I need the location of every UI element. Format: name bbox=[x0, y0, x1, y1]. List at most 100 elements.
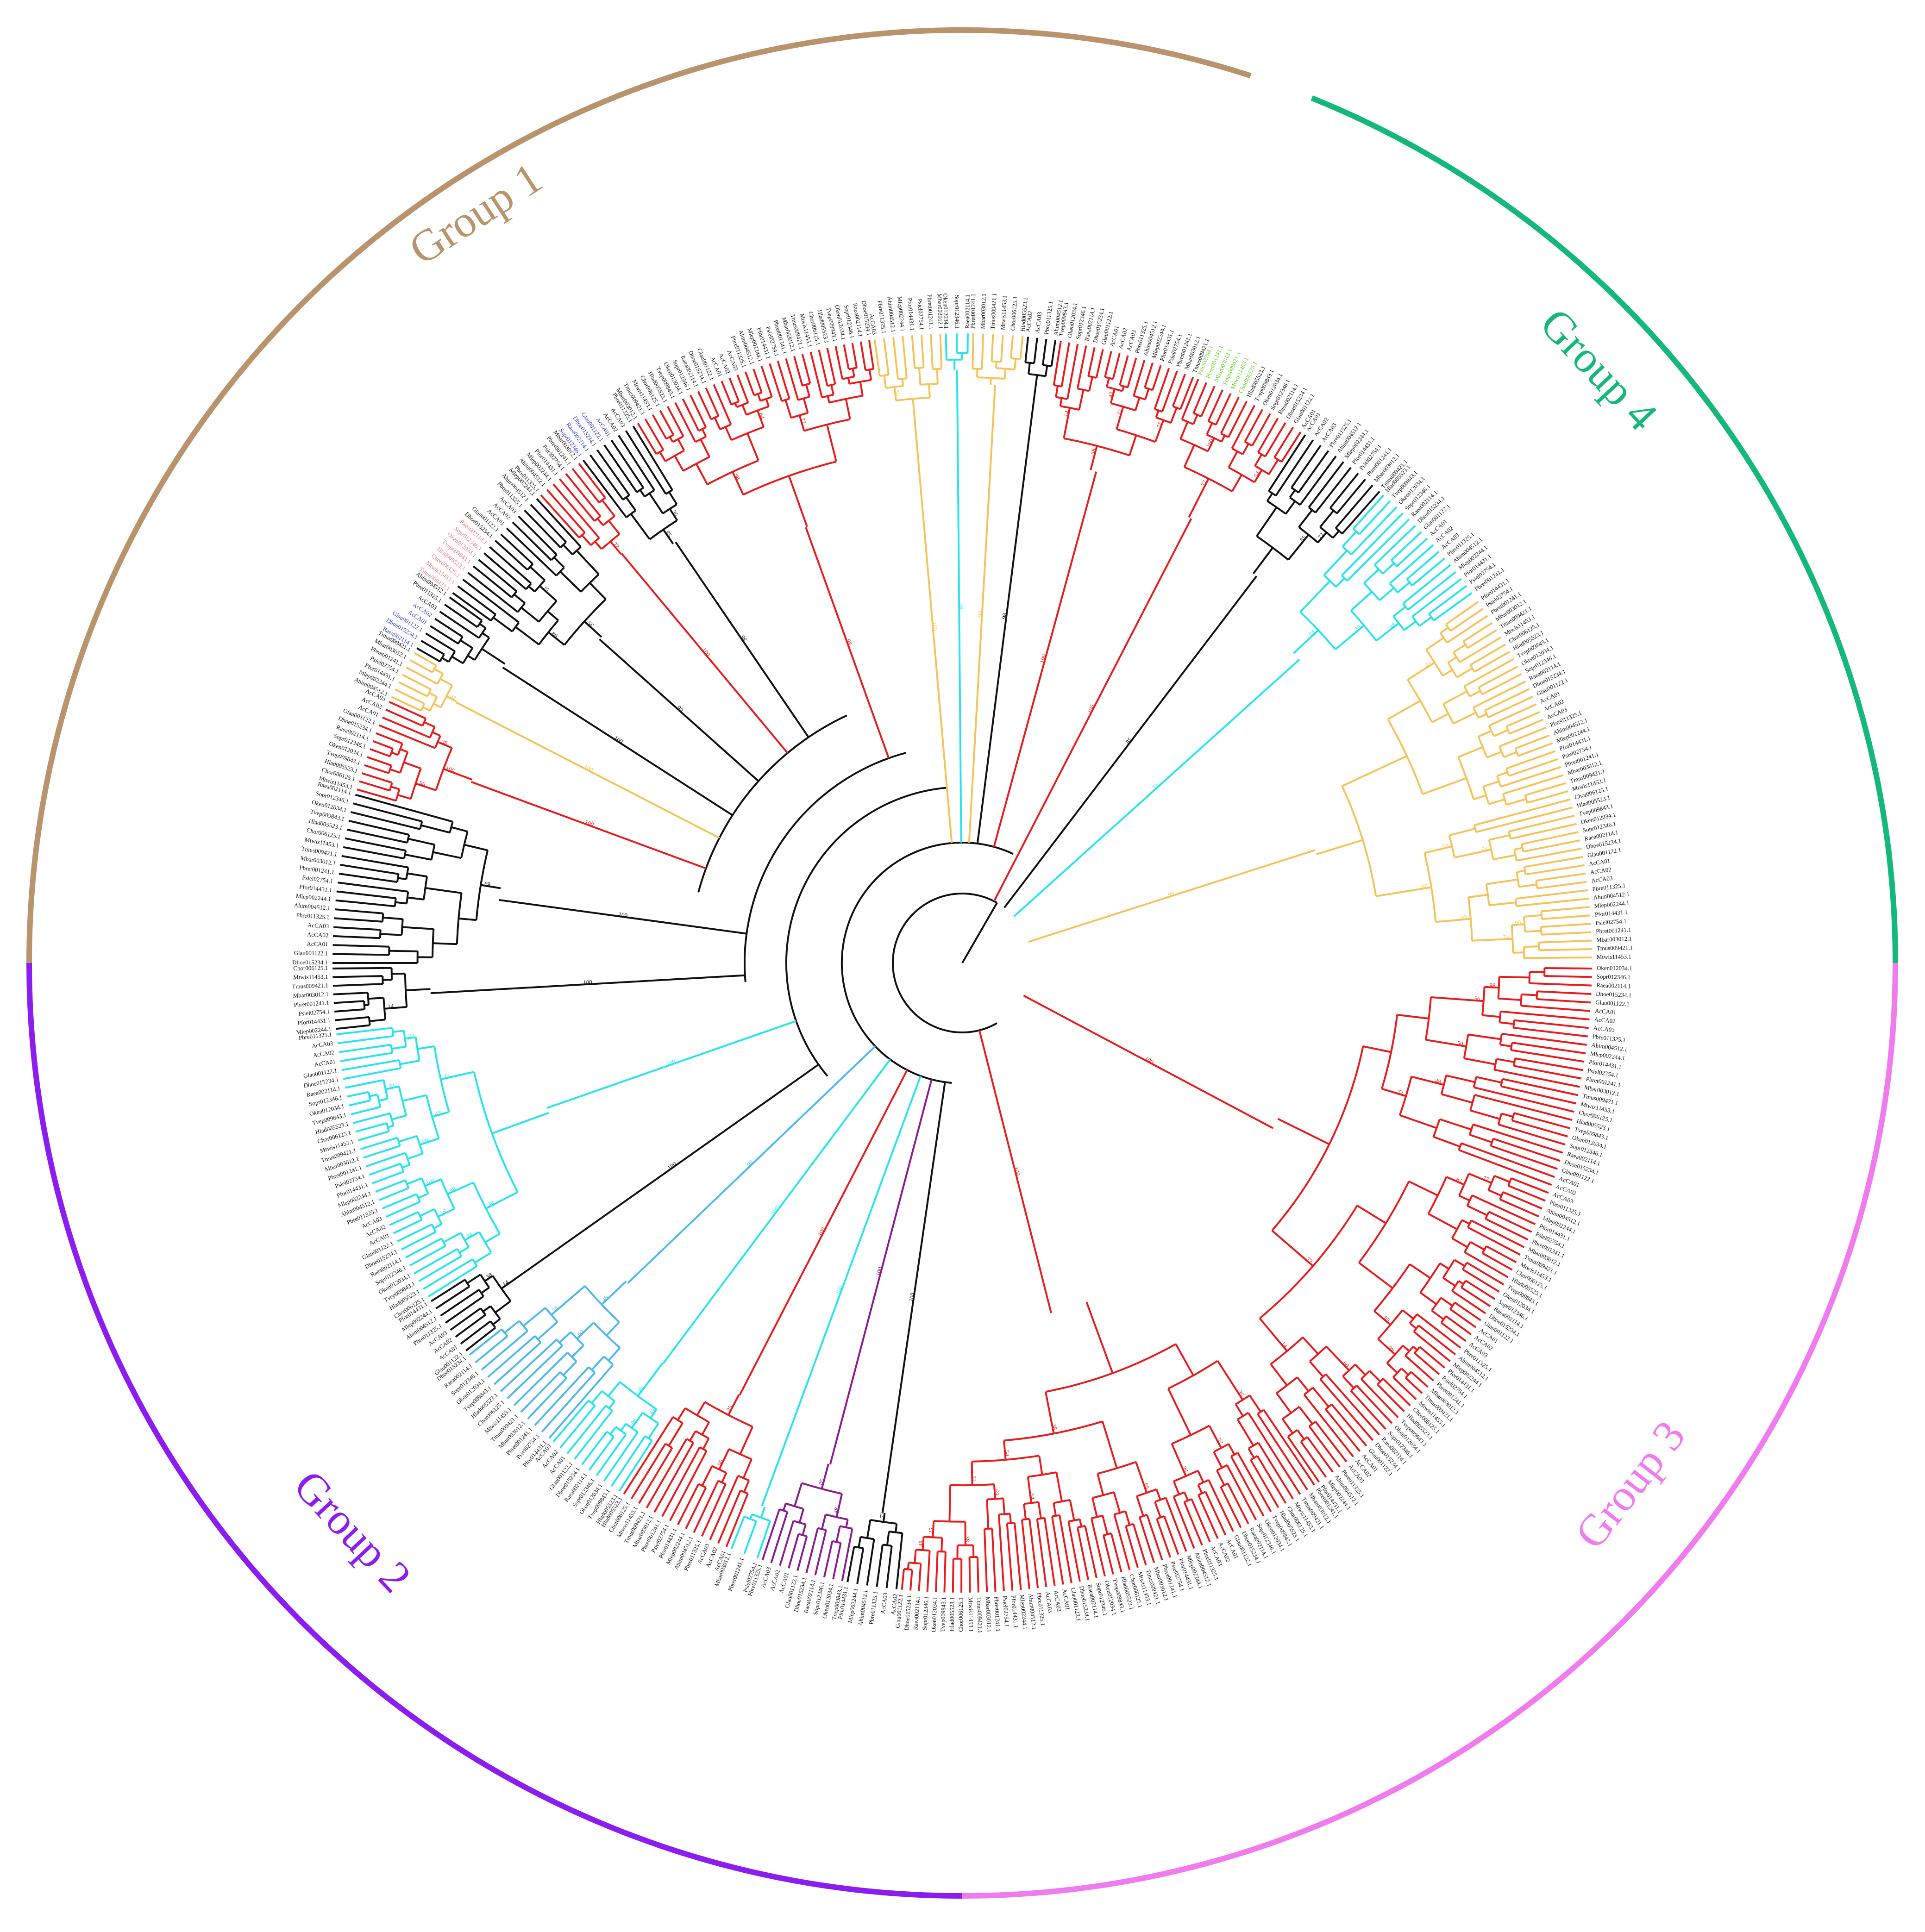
leaf-branch bbox=[1274, 427, 1293, 457]
internal-branch bbox=[1271, 1364, 1287, 1386]
internal-branch bbox=[1398, 582, 1410, 593]
internal-branch bbox=[1499, 977, 1530, 978]
support-value: 100 bbox=[425, 1176, 436, 1186]
leaf-branch bbox=[1128, 358, 1136, 388]
internal-branch bbox=[1207, 423, 1212, 435]
internal-branch bbox=[919, 368, 921, 385]
leaf-branch bbox=[1441, 1323, 1466, 1341]
internal-branch bbox=[1499, 1022, 1514, 1024]
leaf-label: Pbret001241.1 bbox=[727, 1557, 745, 1592]
leaf-branch bbox=[1494, 1070, 1580, 1087]
leaf-branch bbox=[1330, 473, 1358, 508]
internal-branch bbox=[860, 382, 863, 396]
leaf-label: Pbre011325.1 bbox=[296, 911, 330, 920]
leaf-branch bbox=[1450, 609, 1483, 631]
internal-branch bbox=[1290, 490, 1295, 498]
internal-branch bbox=[404, 763, 421, 769]
leaf-label: Mtwis11453.1 bbox=[999, 295, 1008, 330]
leaf-branch bbox=[944, 1552, 946, 1593]
internal-branch bbox=[1525, 931, 1541, 932]
internal-branch bbox=[597, 519, 603, 525]
internal-branch bbox=[1125, 1511, 1129, 1525]
internal-branch bbox=[1494, 730, 1508, 736]
leaf-label: AcCA02 bbox=[1053, 1590, 1063, 1612]
leaf-label: AcCA02 bbox=[313, 1049, 335, 1058]
internal-branch bbox=[1056, 1472, 1062, 1501]
leaf-branch bbox=[334, 1001, 364, 1003]
internal-branch bbox=[726, 427, 732, 440]
leaf-branch bbox=[1245, 409, 1262, 442]
internal-branch bbox=[1453, 713, 1476, 724]
leaf-branch bbox=[336, 900, 395, 907]
leaf-branch bbox=[541, 495, 579, 538]
leaf-label: Mbar003012.1 bbox=[979, 294, 987, 329]
internal-branch bbox=[1015, 359, 1016, 369]
support-value: 99 bbox=[1515, 919, 1521, 926]
internal-branch bbox=[1493, 855, 1516, 859]
leaf-branch bbox=[349, 1100, 370, 1106]
support-value: 25 bbox=[541, 584, 551, 594]
leaf-branch bbox=[1450, 1309, 1476, 1327]
internal-branch bbox=[592, 1357, 604, 1370]
internal-branch bbox=[493, 1319, 501, 1325]
internal-branch bbox=[696, 464, 708, 485]
internal-branch bbox=[836, 1526, 840, 1542]
leaf-label: Sopr012346.1 bbox=[1597, 973, 1631, 981]
internal-branch bbox=[383, 918, 403, 919]
leaf-branch bbox=[1390, 545, 1433, 583]
internal-branch bbox=[722, 1473, 727, 1482]
internal-branch bbox=[1513, 952, 1524, 953]
leaf-branch bbox=[364, 765, 389, 773]
internal-branch bbox=[563, 545, 572, 555]
leaf-branch bbox=[789, 1534, 798, 1568]
support-value: 54 bbox=[1003, 1450, 1011, 1457]
internal-branch bbox=[433, 852, 461, 858]
leaf-branch bbox=[559, 479, 595, 521]
internal-branch bbox=[444, 1233, 461, 1242]
leaf-branch bbox=[513, 522, 552, 560]
internal-branch bbox=[1410, 1323, 1416, 1328]
clade-g2-cyan-3 bbox=[732, 1076, 921, 1558]
internal-branch bbox=[740, 1427, 752, 1455]
leaf-branch bbox=[1455, 1302, 1481, 1320]
internal-branch bbox=[1452, 1238, 1467, 1247]
leaf-branch bbox=[547, 490, 585, 533]
leaf-branch bbox=[1415, 1353, 1439, 1374]
support-value: 100 bbox=[618, 911, 628, 919]
leaf-branch bbox=[922, 335, 924, 368]
internal-branch bbox=[434, 1224, 442, 1228]
internal-branch bbox=[1397, 1015, 1429, 1019]
leaf-label: Chor006125.1 bbox=[1009, 296, 1019, 331]
internal-branch bbox=[1403, 1345, 1409, 1351]
backbone-arc bbox=[698, 715, 847, 892]
support-value: 50 bbox=[1442, 842, 1449, 850]
leaf-branch bbox=[1485, 689, 1530, 710]
internal-branch bbox=[1497, 1059, 1515, 1062]
internal-branch bbox=[400, 1061, 420, 1064]
internal-branch bbox=[408, 898, 424, 900]
internal-branch bbox=[429, 693, 437, 697]
group-2-arc bbox=[29, 963, 962, 1896]
leaf-branch bbox=[875, 339, 880, 376]
leaf-branch bbox=[339, 1045, 391, 1052]
internal-branch bbox=[1155, 1502, 1160, 1518]
leaf-branch bbox=[1332, 1404, 1367, 1446]
leaf-branch bbox=[1097, 349, 1103, 378]
leaf-branch bbox=[426, 633, 455, 651]
support-value: 22 bbox=[408, 1032, 414, 1040]
internal-branch bbox=[1434, 1137, 1460, 1147]
clade-g3-red-bottom bbox=[902, 1030, 1315, 1593]
leaf-branch bbox=[1269, 435, 1305, 491]
internal-branch bbox=[609, 521, 620, 534]
internal-branch bbox=[1046, 366, 1047, 376]
leaf-branch bbox=[1517, 899, 1589, 906]
leaf-branch bbox=[332, 954, 389, 955]
leaf-branch bbox=[919, 1563, 921, 1591]
leaf-branch bbox=[461, 1321, 490, 1344]
leaf-label: Mbar003012.1 bbox=[984, 1597, 993, 1632]
internal-branch bbox=[492, 1113, 549, 1133]
leaf-branch bbox=[334, 1009, 364, 1012]
internal-branch bbox=[827, 425, 836, 462]
support-value: 60 bbox=[1342, 1360, 1351, 1369]
